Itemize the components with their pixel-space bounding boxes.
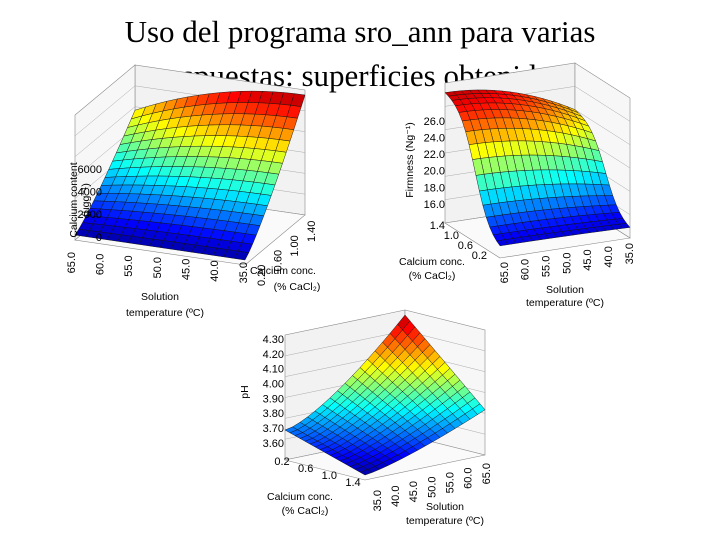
wall-line [574, 86, 631, 122]
temperature-tick-label: 40.0 [390, 486, 402, 507]
concentration-tick-label: 0.20 [256, 265, 268, 286]
response-axis-label: (μgg⁻¹) [80, 183, 92, 217]
temperature-tick-label: 50.0 [426, 477, 438, 498]
concentration-tick-label: 1.00 [289, 235, 301, 256]
surface-cell [359, 469, 374, 476]
temperature-axis-label: temperature (ºC) [126, 307, 204, 319]
concentration-tick-label: 0.2 [472, 250, 487, 262]
temperature-tick-label: 60.0 [520, 259, 532, 280]
concentration-tick-label: 0.60 [273, 250, 285, 271]
temperature-axis-label: Solution [546, 284, 584, 296]
temperature-tick-label: 65.0 [481, 463, 493, 484]
response-tick-label: 26.0 [424, 116, 445, 128]
concentration-tick-label: 1.0 [444, 230, 459, 242]
response-tick-label: 4.30 [263, 334, 284, 346]
temperature-tick-label: 60.0 [95, 254, 107, 275]
temperature-axis-label: temperature (ºC) [406, 515, 484, 527]
surface-plot: 4.30 4.20 4.10 4.00 3.90 3.80 3.70 3.60 pH 35.0 40… [239, 309, 493, 527]
concentration-tick-label: 1.4 [430, 220, 445, 232]
wall-line [74, 106, 136, 157]
response-axis-label: pH [239, 385, 251, 398]
temperature-tick-label: 55.0 [541, 256, 553, 277]
wall-line [74, 85, 136, 137]
concentration-axis-label: Calcium conc. [267, 491, 333, 503]
temperature-axis-label: temperature (ºC) [526, 297, 604, 309]
temperature-tick-label: 40.0 [603, 246, 615, 267]
response-tick-label: 24.0 [424, 133, 445, 145]
response-tick-label: 2000 [78, 209, 102, 221]
concentration-axis-label: (% CaCl₂) [274, 281, 321, 293]
response-tick-label: 16.0 [424, 199, 445, 211]
concentration-tick-label: 1.4 [345, 477, 360, 489]
response-tick-label: 18.0 [424, 182, 445, 194]
temperature-tick-label: 65.0 [499, 262, 511, 283]
title-line: Uso del programa sro_ann para varias [125, 14, 596, 49]
concentration-tick-label: 0.6 [458, 240, 473, 252]
temperature-tick-label: 50.0 [561, 253, 573, 274]
temperature-tick-label: 35.0 [238, 262, 250, 283]
concentration-axis-label: (% CaCl₂) [409, 270, 456, 282]
temperature-tick-label: 45.0 [408, 481, 420, 502]
surface-plot: 26.0 24.0 22.0 20.0 18.0 16.0 Firmness (Ng⁻¹) 6… [399, 62, 636, 309]
response-tick-label: 22.0 [424, 149, 445, 161]
response-tick-label: 6000 [78, 164, 102, 176]
surface-cell [234, 250, 250, 261]
response-tick-label: 4000 [78, 187, 102, 199]
concentration-axis-label: Calcium conc. [399, 256, 465, 268]
response-axis-label: Calcium content [68, 162, 80, 237]
concentration-axis-label: (% CaCl₂) [282, 505, 329, 517]
temperature-tick-label: 55.0 [445, 472, 457, 493]
temperature-axis-label: Solution [141, 291, 179, 303]
response-tick-label: 3.60 [263, 438, 284, 450]
concentration-tick-label: 1.0 [322, 470, 337, 482]
temperature-tick-label: 40.0 [209, 260, 221, 281]
concentration-tick-label: 0.6 [298, 463, 313, 475]
response-tick-label: 4.20 [263, 349, 284, 361]
temperature-tick-label: 55.0 [123, 255, 135, 276]
temperature-tick-label: 45.0 [181, 259, 193, 280]
wall-line [284, 330, 406, 357]
response-tick-label: 20.0 [424, 166, 445, 178]
response-tick-label: 3.90 [263, 393, 284, 405]
response-axis-label: Firmness (Ng⁻¹) [404, 122, 416, 198]
concentration-tick-label: 0.2 [274, 456, 289, 468]
concentration-axis-label: Calcium conc. [250, 265, 316, 277]
temperature-tick-label: 50.0 [152, 257, 164, 278]
response-tick-label: 3.80 [263, 408, 284, 420]
temperature-tick-label: 35.0 [372, 490, 384, 511]
temperature-tick-label: 45.0 [582, 249, 594, 270]
temperature-tick-label: 35.0 [624, 243, 636, 264]
response-tick-label: 4.10 [263, 364, 284, 376]
surface-cell [496, 239, 509, 247]
wall-line [574, 109, 631, 145]
temperature-tick-label: 65.0 [66, 252, 78, 273]
response-tick-label: 0 [96, 232, 102, 244]
response-tick-label: 3.70 [263, 423, 284, 435]
concentration-tick-label: 1.40 [306, 221, 318, 242]
response-tick-label: 4.00 [263, 378, 284, 390]
temperature-axis-label: Solution [426, 501, 464, 513]
temperature-tick-label: 60.0 [463, 468, 475, 489]
